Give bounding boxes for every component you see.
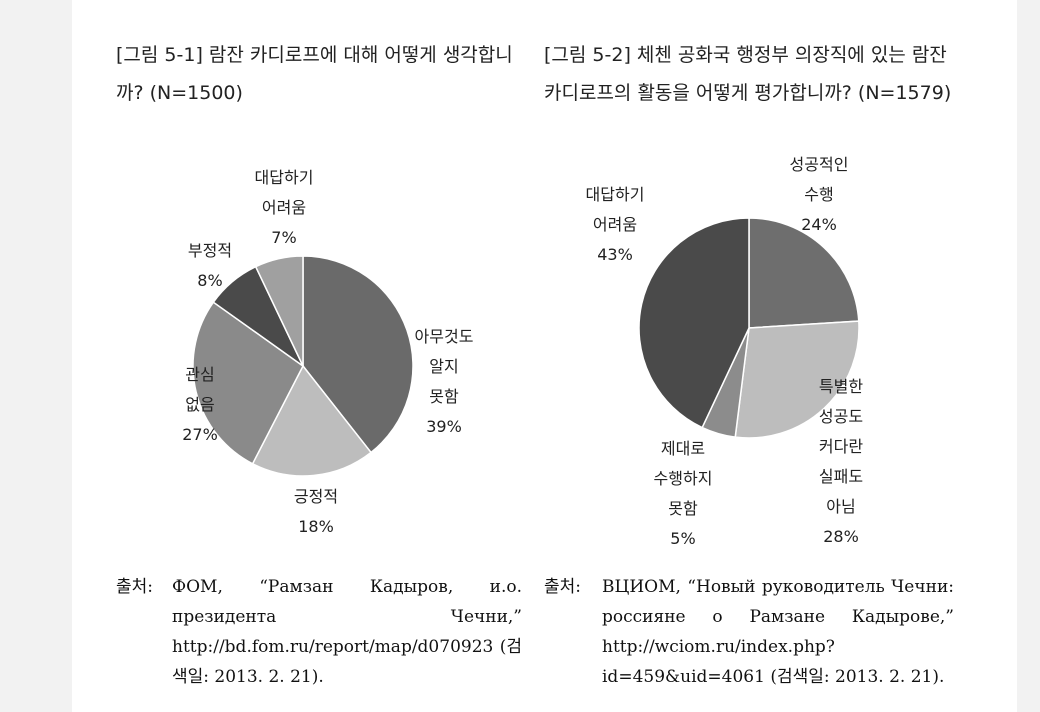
slice-label-line: 아님	[826, 497, 856, 516]
slice-label-line: 긍정적	[293, 487, 339, 506]
slice-label-line: 실패도	[818, 467, 864, 486]
slice-percent: 18%	[298, 517, 334, 536]
document-page: [그림 5-1] 람잔 카디로프에 대해 어떻게 생각합니까? (N=1500)…	[72, 0, 1017, 712]
slice-label-line: 어려움	[261, 198, 307, 217]
slice-label-line: 커다란	[818, 437, 864, 456]
slice-label-line: 없음	[185, 395, 215, 414]
slice-label-line: 부정적	[187, 241, 233, 260]
slice-label-line: 특별한	[818, 377, 864, 396]
pie-slice-0	[748, 217, 860, 329]
pie-slice-3	[638, 217, 750, 429]
slice-percent: 43%	[597, 245, 633, 264]
slice-label-hard-to-answer: 대답하기 어려움 7%	[234, 163, 334, 253]
figure-5-2: [그림 5-2] 체첸 공화국 행정부 의장직에 있는 람잔 카디로프의 활동을…	[544, 0, 974, 712]
source-text: ФОМ, “Рамзан Кадыров, и.о. президента Че…	[172, 577, 522, 687]
slice-label-line: 관심	[185, 365, 215, 384]
slice-label-line: 수행	[804, 185, 834, 204]
slice-label-hard-to-answer: 대답하기 어려움 43%	[560, 180, 670, 270]
slice-label-dont-know: 아무것도 알지 못함 39%	[394, 322, 494, 442]
slice-percent: 8%	[197, 271, 223, 290]
slice-label-line: 성공적인	[789, 155, 849, 174]
slice-label-line: 제대로	[660, 439, 706, 458]
source-label: 출처:	[116, 577, 154, 597]
slice-label-line: 성공도	[818, 407, 864, 426]
slice-label-line: 못함	[429, 387, 459, 406]
figure-title: [그림 5-2] 체첸 공화국 행정부 의장직에 있는 람잔 카디로프의 활동을…	[544, 44, 952, 104]
slice-percent: 7%	[271, 228, 297, 247]
source-text: ВЦИОМ, “Новый руководитель Чечни: россия…	[602, 577, 954, 687]
slice-label-line: 아무것도	[414, 327, 474, 346]
slice-label-negative: 부정적 8%	[170, 236, 250, 296]
pie-slice-1	[251, 364, 373, 477]
slice-label-line: 알지	[429, 357, 459, 376]
pie-chart-5-2	[638, 217, 860, 439]
slice-label-not-performing: 제대로 수행하지 못함 5%	[628, 434, 738, 554]
slice-label-line: 수행하지	[653, 469, 713, 488]
slice-percent: 5%	[670, 529, 696, 548]
pie-chart-5-1	[192, 255, 414, 477]
slice-percent: 27%	[182, 425, 218, 444]
pie-slice-2	[192, 301, 304, 465]
slice-percent: 39%	[426, 417, 462, 436]
figure-5-1: [그림 5-1] 람잔 카디로프에 대해 어떻게 생각합니까? (N=1500)…	[116, 0, 556, 712]
slice-label-line: 대답하기	[254, 168, 314, 187]
slice-percent: 28%	[823, 527, 859, 546]
slice-label-line: 대답하기	[585, 185, 645, 204]
slice-label-no-interest: 관심 없음 27%	[160, 360, 240, 450]
slice-percent: 24%	[801, 215, 837, 234]
slice-label-line: 못함	[668, 499, 698, 518]
slice-label-successful: 성공적인 수행 24%	[764, 150, 874, 240]
source-label: 출처:	[544, 577, 582, 597]
slice-label-neither: 특별한 성공도 커다란 실패도 아님 28%	[796, 372, 886, 552]
pie-slice-0	[302, 255, 414, 454]
pie-slice-1	[734, 320, 860, 439]
pie-slice-4	[254, 255, 304, 367]
slice-label-positive: 긍정적 18%	[266, 482, 366, 542]
slice-label-line: 어려움	[592, 215, 638, 234]
figure-title: [그림 5-1] 람잔 카디로프에 대해 어떻게 생각합니까? (N=1500)	[116, 44, 513, 104]
